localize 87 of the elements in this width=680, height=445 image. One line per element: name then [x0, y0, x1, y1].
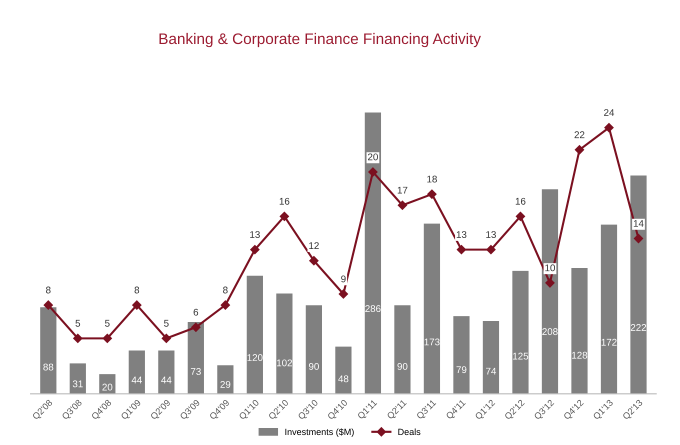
point: [132, 300, 142, 310]
data-label: 79: [456, 366, 466, 374]
data-label: 286: [365, 305, 381, 312]
bar: [99, 374, 116, 394]
data-label: 90: [308, 362, 319, 370]
data-label: 14: [634, 220, 644, 227]
data-label: 9: [341, 275, 346, 282]
data-label: 13: [486, 231, 496, 238]
data-label: 74: [486, 368, 496, 375]
bar: [40, 307, 56, 394]
data-label: 44: [132, 376, 142, 384]
point: [398, 200, 408, 210]
data-label: 8: [223, 286, 228, 294]
point: [102, 334, 112, 343]
legend-label: Investments ($M): [285, 428, 354, 437]
data-label: 208: [542, 328, 558, 336]
data-label: 222: [630, 324, 646, 331]
point: [486, 245, 496, 254]
point: [309, 256, 319, 266]
data-label: 8: [134, 286, 140, 294]
bar: [217, 365, 234, 394]
data-label: 120: [248, 354, 263, 362]
data-label: 20: [102, 384, 112, 391]
bar: [276, 294, 292, 394]
bar: [571, 268, 588, 394]
data-label: 48: [338, 375, 348, 382]
bar: [482, 321, 500, 394]
point: [574, 145, 584, 154]
point: [516, 212, 526, 221]
point: [162, 334, 171, 343]
bar: [306, 305, 322, 394]
bar: [600, 224, 618, 394]
point: [338, 289, 348, 299]
data-label: 18: [427, 176, 437, 183]
data-label: 44: [161, 376, 172, 384]
bar: [512, 270, 529, 394]
chart-title: Banking & Corporate Finance Financing Activity: [160, 32, 481, 48]
data-label: 5: [76, 320, 80, 327]
bar: [158, 350, 174, 394]
data-label: 13: [250, 231, 260, 238]
data-label: 17: [398, 186, 408, 194]
data-label: 29: [220, 380, 230, 388]
bar: [70, 363, 86, 394]
point: [634, 234, 644, 244]
data-label: 102: [277, 359, 292, 366]
point: [73, 334, 82, 343]
data-label: 172: [602, 338, 617, 346]
point: [191, 322, 200, 332]
data-label: 10: [545, 264, 555, 272]
data-label: 125: [513, 352, 528, 360]
data-label: 31: [72, 380, 83, 388]
data-label: 88: [43, 364, 54, 370]
bar: [188, 322, 204, 394]
data-label: 16: [516, 198, 526, 205]
bar: [364, 112, 382, 394]
bar: [453, 316, 470, 394]
data-label: 173: [424, 338, 440, 346]
data-label: 8: [46, 286, 51, 294]
bar: [246, 276, 263, 394]
data-label: 73: [190, 368, 201, 375]
point: [604, 122, 614, 132]
point: [456, 245, 466, 254]
point: [250, 245, 260, 254]
data-label: 22: [574, 131, 584, 138]
bar: [630, 175, 647, 394]
data-label: 12: [309, 242, 319, 249]
point: [44, 300, 53, 310]
point: [427, 190, 437, 199]
data-label: 6: [194, 308, 198, 316]
legend-label: Deals: [398, 428, 420, 436]
data-label: 5: [105, 320, 110, 327]
point: [280, 212, 290, 221]
bar: [394, 305, 411, 394]
bar: [128, 350, 145, 394]
point: [220, 300, 230, 310]
data-label: 24: [604, 109, 614, 116]
bar: [542, 189, 558, 394]
bar: [424, 224, 440, 394]
point: [545, 278, 555, 288]
data-label: 128: [572, 352, 588, 359]
data-label: 90: [397, 362, 408, 370]
point: [368, 167, 378, 177]
data-label: 16: [280, 198, 290, 205]
data-label: 5: [164, 320, 169, 327]
data-label: 13: [456, 231, 466, 238]
bar: [335, 346, 352, 394]
data-label: 20: [368, 153, 378, 160]
